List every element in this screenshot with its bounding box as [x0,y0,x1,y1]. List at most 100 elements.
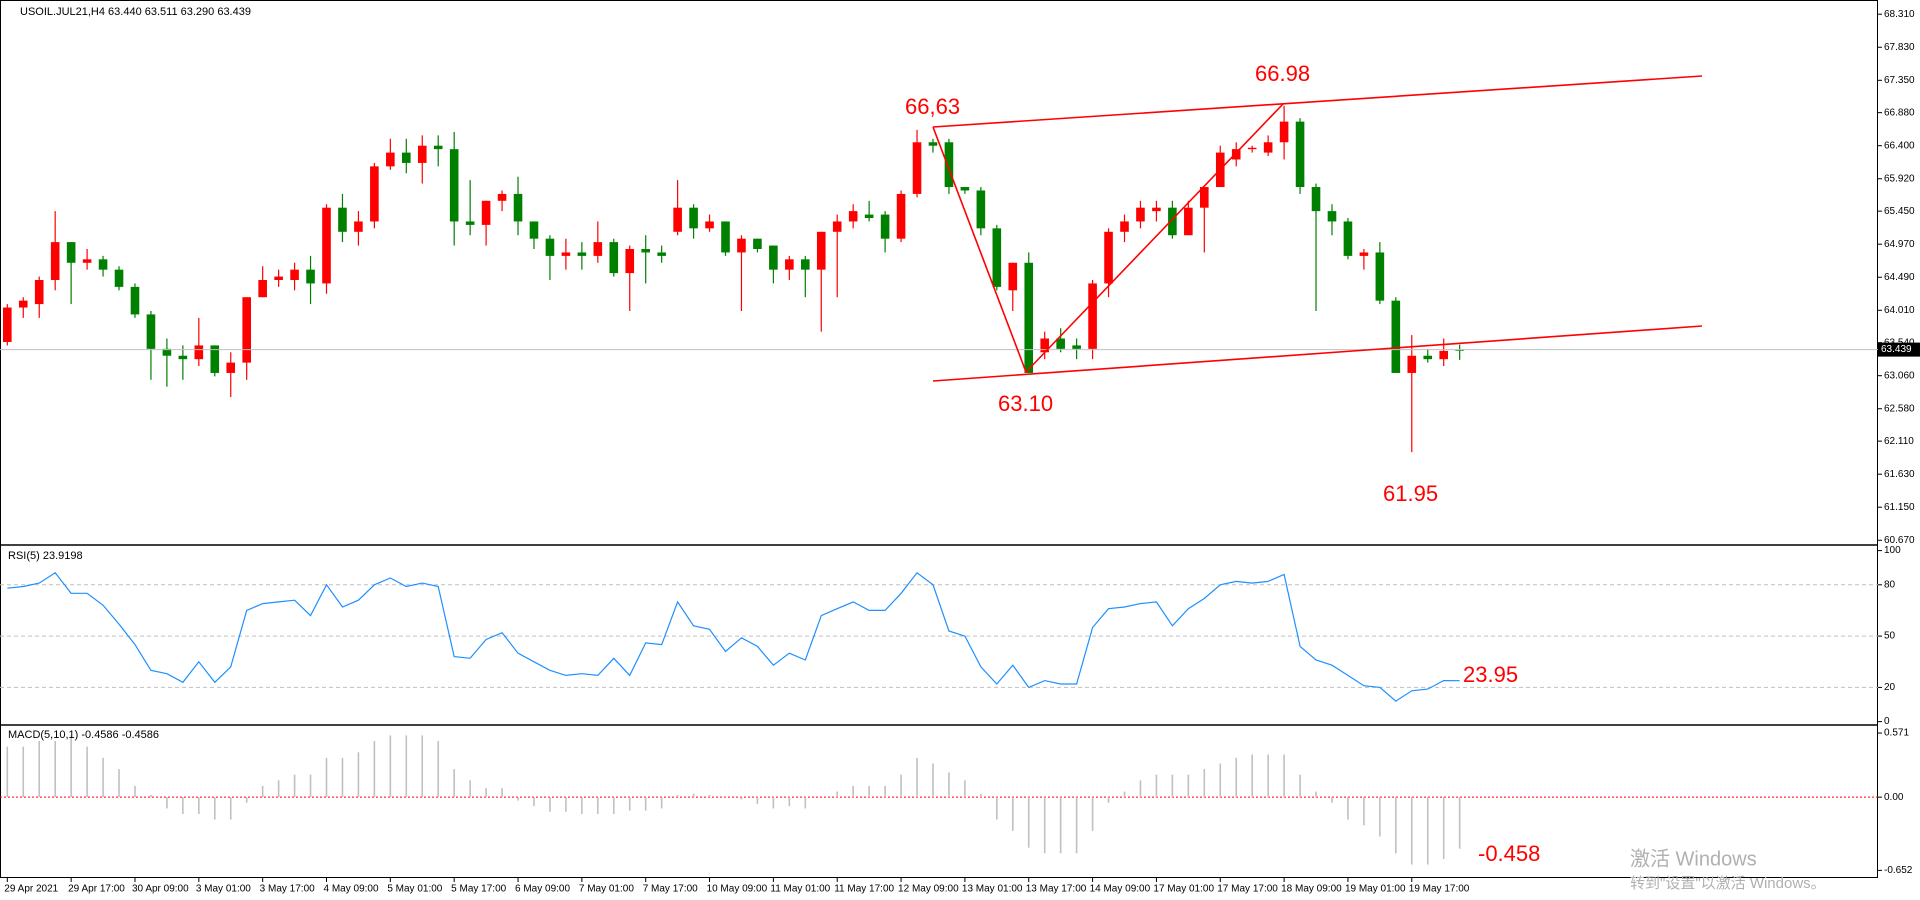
candle-body [465,221,475,225]
macd-bar [1283,754,1285,798]
macd-bar [676,794,679,798]
macd-bar [1267,754,1269,798]
macd-bar [437,741,440,798]
candle-body [960,187,970,191]
watermark: 激活 Windows [1630,847,1757,870]
candle-body [162,348,172,356]
macd-bar [389,735,392,798]
macd-bar [1043,797,1046,854]
annotation: 66.98 [1255,61,1310,86]
candle-body [18,300,28,308]
candle-body [801,259,810,270]
macd-bar [1059,797,1062,854]
candle-body [1040,338,1049,353]
candle-body [577,252,587,256]
macd-bar [1347,797,1349,820]
macd-bar [549,797,551,812]
y-tick-label: 63.060 [1884,370,1915,381]
macd-bar [836,791,839,798]
x-tick-label: 13 May 01:00 [962,884,1023,895]
candle-body [864,214,874,219]
trend-line [1025,103,1284,373]
candle-body [481,200,491,225]
x-tick-label: 3 May 17:00 [260,884,315,895]
x-tick-label: 19 May 01:00 [1345,884,1406,895]
macd-bar [405,735,408,798]
y-tick-label: 0.571 [1884,728,1909,739]
candle-body [1407,355,1417,373]
macd-bar [86,746,88,798]
candle-body [1247,147,1257,150]
macd-bar [1219,763,1222,798]
macd-bar [884,785,886,798]
macd-bar [740,797,743,800]
macd-bar [341,757,344,798]
candle-body [370,166,379,222]
macd-bar [421,735,424,798]
x-tick-label: 17 May 01:00 [1153,884,1214,895]
rsi-line [7,571,1460,702]
macd-bar [1091,797,1094,831]
macd-bar [1442,797,1445,859]
candle-body [689,207,698,229]
x-tick-label: 10 May 09:00 [707,884,768,895]
x-tick-label: 12 May 09:00 [898,884,959,895]
macd-bar [1251,754,1253,798]
candle-body [338,207,347,232]
candle-body [1279,121,1289,143]
macd-bar [1187,774,1190,798]
y-tick-label: 60.670 [1884,535,1915,546]
macd-bar [485,788,487,798]
candle-body [194,345,204,360]
macd-bar [1379,797,1381,837]
annotation: -0.458 [1478,841,1540,866]
macd-bar [277,780,280,798]
macd-bar [1107,797,1110,803]
macd-bar [134,785,136,798]
macd-bar [1075,797,1078,854]
x-tick-label: 4 May 09:00 [324,884,379,895]
y-tick-label: 66.400 [1884,140,1915,151]
candle-body [1024,262,1034,373]
candle-body [130,286,140,315]
macd-bar [261,785,264,798]
candle-body [992,228,1002,287]
candle-body [1136,207,1145,222]
candle-body [513,193,523,222]
y-tick-label: 67.350 [1884,75,1915,86]
candle-body [561,252,571,256]
candle-body [832,221,842,232]
candle-body [1359,252,1369,256]
candle-body [3,307,12,342]
candle-body [226,362,236,373]
candle-body [721,221,730,253]
x-tick-label: 5 May 17:00 [451,884,506,895]
macd-bar [1235,757,1238,798]
macd-bar [102,757,104,798]
candle-body [609,242,619,274]
candle-body [1200,187,1209,208]
last-price-box [1878,342,1920,357]
candle-body [1168,207,1177,236]
watermark: 转到"设置"以激活 Windows。 [1630,875,1826,892]
macd-bar [581,797,583,815]
x-tick-label: 13 May 17:00 [1026,884,1087,895]
macd-bar [1027,797,1030,848]
y-tick-label: 61.150 [1884,502,1915,513]
candle-body [1263,142,1273,153]
x-tick-label: 7 May 17:00 [643,884,698,895]
macd-bar [724,796,727,798]
y-tick-label: 64.490 [1884,272,1915,283]
candle-body [1152,207,1161,212]
macd-bar [229,797,232,820]
rsi-title: RSI(5) 23.9198 [8,550,83,562]
macd-bar [1458,797,1461,849]
candle-body [880,214,890,239]
y-tick-label: 20 [1884,682,1896,693]
macd-bar [932,763,934,798]
candle-body [1072,345,1081,349]
annotation: 63.10 [998,391,1053,416]
candle-body [816,231,826,270]
candle-body [1008,262,1018,291]
